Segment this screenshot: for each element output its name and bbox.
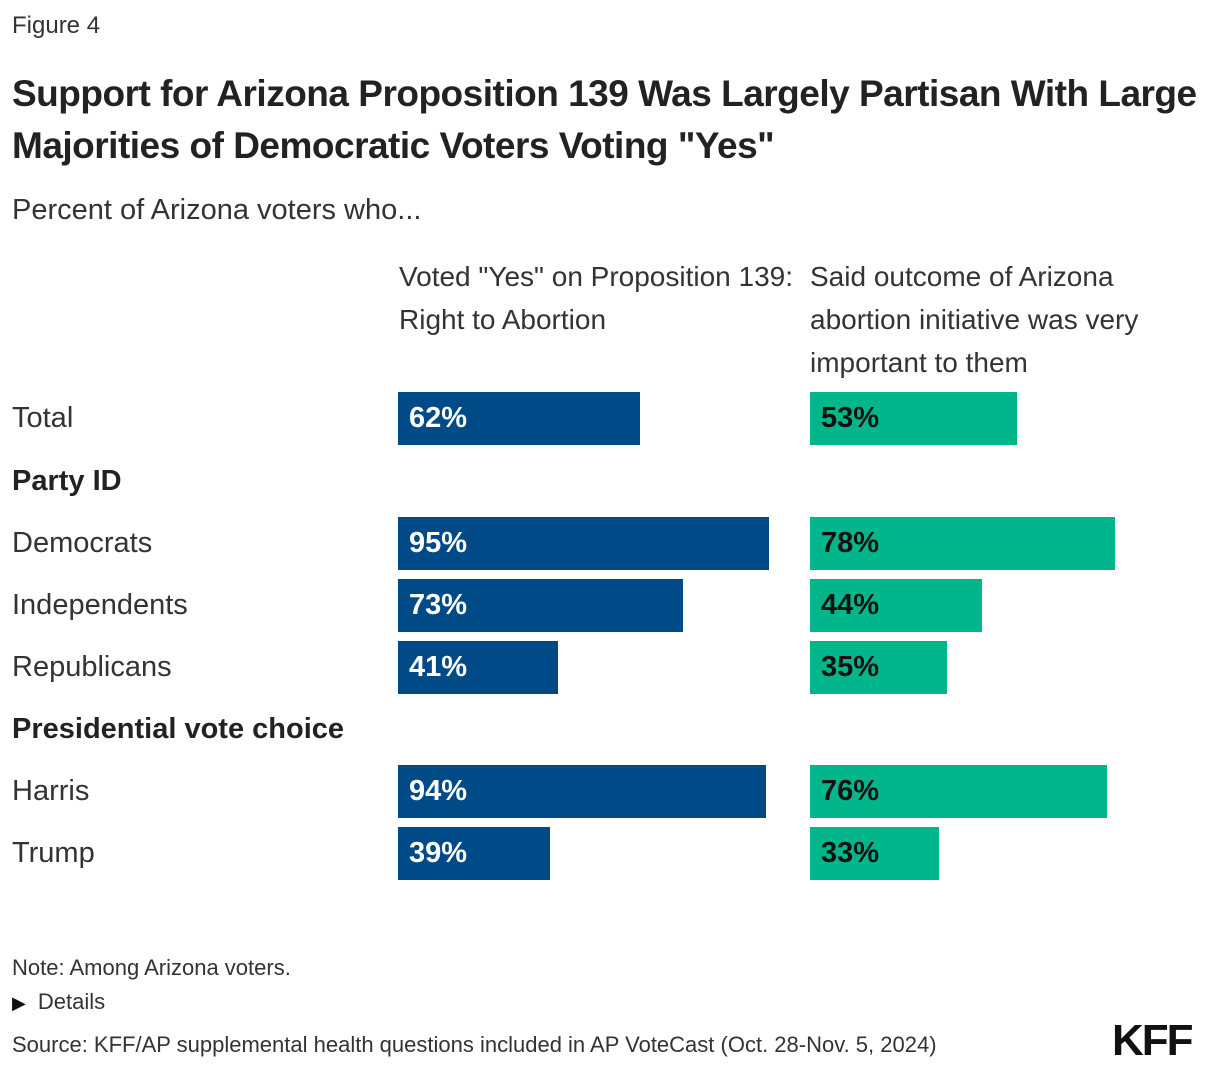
data-label: 78%: [821, 527, 880, 559]
bar-voted-yes: [398, 827, 551, 880]
category-label: Trump: [12, 837, 95, 869]
note: Note: Among Arizona voters.: [12, 955, 291, 980]
data-label: 95%: [409, 527, 468, 559]
bar-very-important: [810, 827, 940, 880]
bar-voted-yes: [398, 517, 770, 570]
data-label: 62%: [409, 402, 468, 434]
triangle-right-icon: ▶: [12, 993, 26, 1013]
category-label: Democrats: [12, 527, 153, 559]
bar-very-important: [810, 765, 1108, 818]
data-label: 41%: [409, 651, 468, 683]
data-label: 35%: [821, 651, 880, 683]
group-label: Presidential vote choice: [12, 713, 345, 745]
data-label: 73%: [409, 589, 468, 621]
bar-voted-yes: [398, 765, 766, 818]
figure-label: Figure 4: [12, 12, 101, 39]
source: Source: KFF/AP supplemental health quest…: [12, 1032, 937, 1057]
data-label: 44%: [821, 589, 880, 621]
kff-logo: KFF: [1112, 1016, 1194, 1065]
category-label: Republicans: [12, 651, 172, 683]
data-label: 53%: [821, 402, 880, 434]
details-label: Details: [37, 989, 106, 1014]
bar-voted-yes: [398, 579, 684, 632]
data-label: 76%: [821, 775, 880, 807]
bar-voted-yes: [398, 641, 559, 694]
details-toggle[interactable]: ▶ Details: [12, 989, 105, 1015]
bar-voted-yes: [398, 392, 641, 445]
group-label: Party ID: [12, 465, 122, 497]
bar-very-important: [810, 641, 947, 694]
bar-very-important: [810, 392, 1018, 445]
chart-subtitle: Percent of Arizona voters who...: [12, 194, 422, 226]
category-label: Harris: [12, 775, 90, 807]
data-label: 33%: [821, 837, 880, 869]
chart-title: Support for Arizona Proposition 139 Was …: [12, 73, 1197, 166]
data-label: 94%: [409, 775, 468, 807]
series-header-voted-yes: Voted "Yes" on Proposition 139: Right to…: [399, 261, 794, 335]
category-label: Independents: [12, 589, 188, 621]
category-label: Total: [12, 402, 74, 434]
bar-very-important: [810, 517, 1115, 570]
series-header-very-important: Said outcome of Arizona abortion initiat…: [810, 261, 1139, 378]
data-label: 39%: [409, 837, 468, 869]
bar-very-important: [810, 579, 983, 632]
